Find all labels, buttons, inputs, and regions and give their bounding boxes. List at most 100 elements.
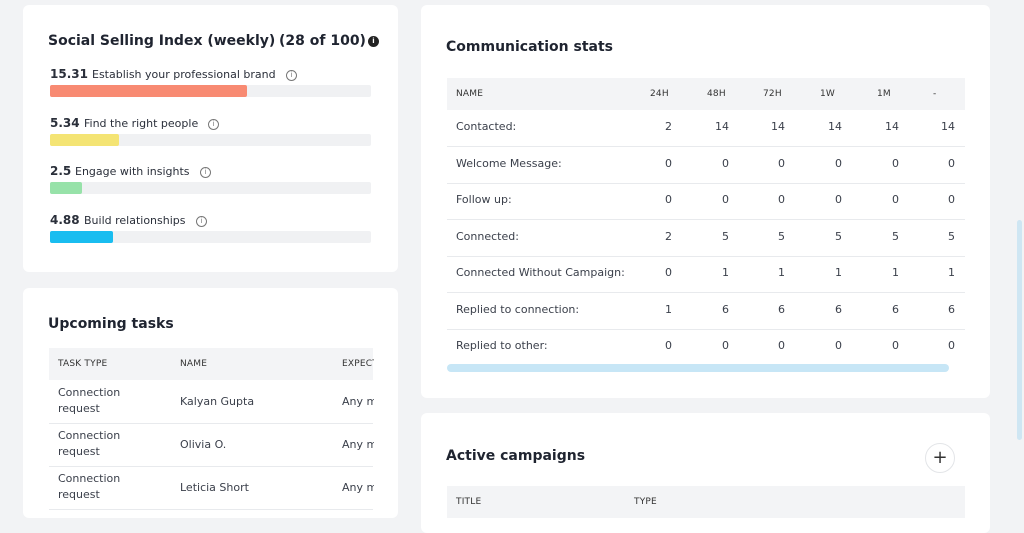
table-cell: 0 [722,193,729,206]
h-scrollbar[interactable] [447,364,949,372]
table-cell: 1 [778,266,785,279]
ssi-bar [50,230,113,243]
info-icon[interactable]: i [196,215,207,227]
table-header-bg [49,348,373,380]
ssi-label: Find the right people [84,116,199,130]
row-divider [447,182,965,184]
row-divider [49,423,373,424]
table-header: 1W [820,89,836,99]
table-cell: Connection request [58,429,121,458]
table-cell: 6 [778,302,785,316]
ssi-label: Establish your professional brand [92,68,276,81]
ssi-bar [50,182,83,194]
table-cell: 5 [835,229,842,243]
table-cell: 0 [835,193,842,206]
row-divider [49,509,373,510]
table-header: TITLE [456,497,482,507]
table-cell: Welcome Message: [456,156,562,170]
page: Social Selling Index (weekly) (28 of 100)… [23,5,1022,533]
table-cell: 0 [892,193,899,206]
info-icon[interactable]: i [200,167,211,178]
table-cell: Olivia O. [180,438,227,451]
table-cell: 1 [835,266,842,279]
table-cell: 1 [892,266,899,279]
table-cell: 14 [828,120,842,133]
table-cell: 0 [778,156,785,170]
ssi-bar-track [50,182,371,194]
table-cell: 0 [948,156,955,170]
info-icon[interactable]: i [286,70,297,81]
table-cell: Follow up: [456,193,512,206]
table-cell: 0 [835,339,842,352]
ssi-label: Build relationships [84,213,186,227]
table-cell: 0 [665,156,672,170]
table-cell: 2 [665,120,672,133]
table-cell: 1 [665,302,672,316]
table-cell: 5 [948,229,955,243]
ssi-bar-track [50,133,371,146]
table-header: EXPECT [342,359,374,369]
ssi-total: (28 of 100) [279,33,366,49]
table-cell: 6 [722,302,729,316]
row-divider [447,292,965,293]
row-divider [447,328,965,330]
table-header: 1M [877,89,891,99]
table-cell: 0 [948,193,955,206]
page-scrollbar[interactable] [1017,220,1022,440]
table-cell: 0 [892,339,899,352]
row-divider [447,219,965,220]
table-cell: 0 [722,339,729,352]
table-cell: Connected: [456,229,519,243]
stats-card: Communication stats NAME 24H 48H 72H 1W 1M - Con… [421,5,990,398]
row-divider [447,255,965,257]
ssi-bar-track [50,230,371,243]
card-title: Social Selling Index (weekly) [48,33,276,49]
table-cell: 1 [948,266,955,279]
table-cell: Leticia Short [180,481,249,494]
campaigns-card: Active campaigns + TITLE TYPE [421,413,990,533]
table-header-bg [447,486,965,518]
table-cell: Any m [342,481,374,494]
tasks-card: Upcoming tasks TASK TYPE NAME EXPECT Connect… [23,288,398,518]
table-cell: 5 [892,229,899,243]
ssi-score: 2.5 [50,164,72,178]
table-header: TASK TYPE [58,359,108,369]
card-title: Active campaigns [446,448,586,464]
table-cell: 0 [665,266,672,279]
table-cell: 6 [835,302,842,316]
table-cell: Connection request [58,472,121,501]
table-header-bg [447,78,965,110]
card-title: Upcoming tasks [48,316,174,332]
table-header: 24H [650,89,669,99]
table-cell: Replied to other: [456,339,548,352]
ssi-bar [50,85,247,97]
table-cell: 14 [715,120,729,133]
table-cell: 5 [778,229,785,243]
table-cell: 6 [948,302,955,316]
table-cell: 0 [778,339,785,352]
table-cell: Any m [342,438,374,451]
ssi-label: Engage with insights [75,165,190,178]
table-cell: 0 [722,156,729,170]
info-icon[interactable]: i [368,36,379,47]
table-header: NAME [180,359,208,369]
table-cell: Connected Without Campaign: [456,266,625,279]
table-cell: 14 [941,120,955,133]
table-cell: Replied to connection: [456,302,580,316]
table-cell: 0 [892,156,899,170]
table-header: 72H [763,89,782,99]
table-cell: 6 [892,302,899,316]
table-cell: 14 [771,120,785,133]
add-button[interactable]: + [925,443,955,473]
table-cell: 0 [665,339,672,352]
row-divider [49,466,373,467]
table-cell: 0 [665,193,672,206]
info-icon[interactable]: i [208,118,219,130]
row-divider [447,146,965,147]
table-cell: Connection request [58,386,121,415]
table-cell: 0 [778,193,785,206]
table-cell: Contacted: [456,120,517,133]
table-header: 48H [707,89,726,99]
table-cell: 0 [948,339,955,352]
ssi-score: 5.34 [50,115,80,130]
